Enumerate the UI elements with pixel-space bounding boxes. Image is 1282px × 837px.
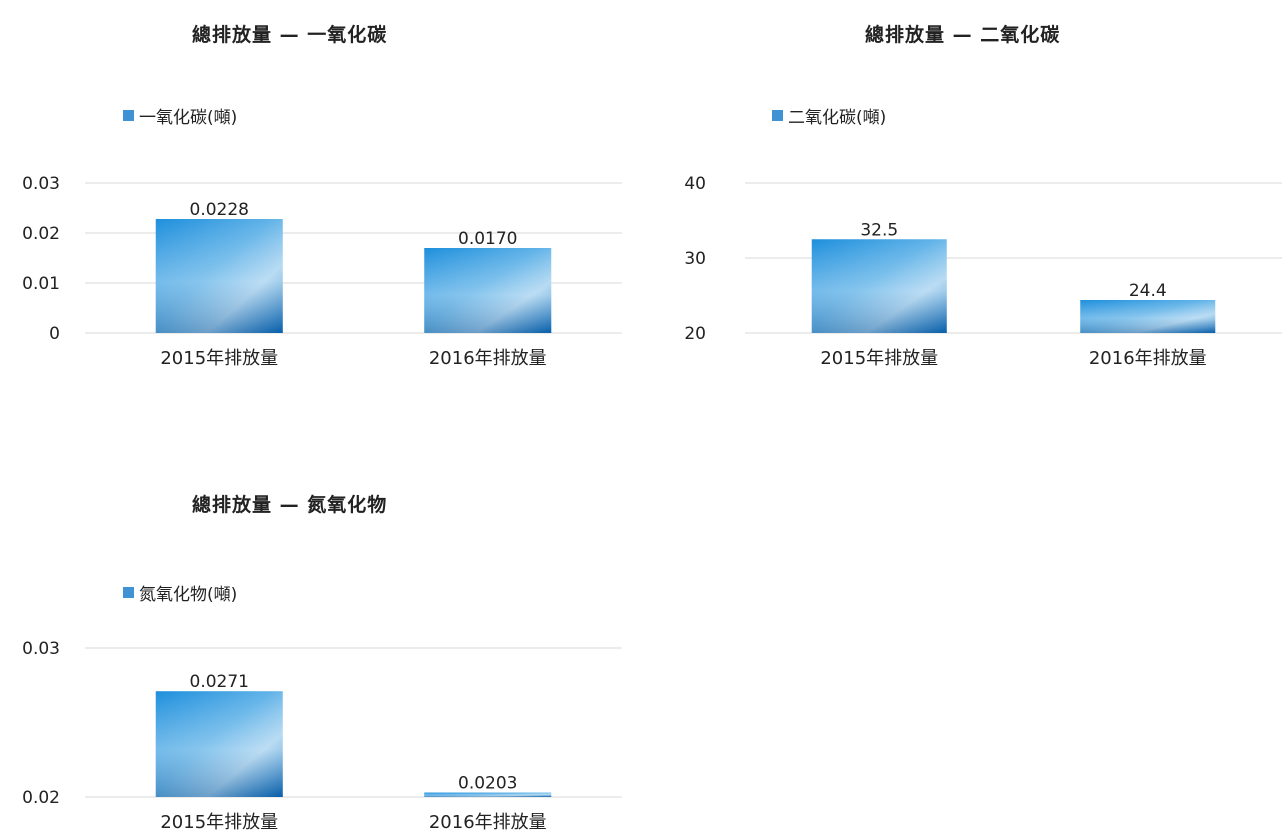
x-tick-label: 2015年排放量 — [160, 348, 278, 369]
data-label: 0.0203 — [458, 774, 517, 794]
bar-shading — [811, 239, 947, 333]
bar-shading — [1080, 300, 1216, 333]
chart-panel-nox: 總排放量 — 氮氧化物 氮氧化物(噸) 0.02 0.03 0.0271 2015年排… — [0, 470, 640, 837]
chart-panel-co: 總排放量 — 一氧化碳 一氧化碳(噸) 0 0.01 0.02 0.03 0.0228 2… — [0, 0, 640, 410]
chart-svg: 0 0.01 0.02 0.03 0.0228 2015年排放量 0.0170 2016年排放… — [22, 174, 622, 369]
data-label: 0.0228 — [190, 200, 249, 220]
legend-swatch — [772, 110, 783, 121]
chart-legend: 氮氧化物(噸) — [123, 580, 237, 605]
chart-svg: 0.02 0.03 0.0271 2015年排放量 0.0203 2016年排放量 — [22, 639, 622, 833]
legend-swatch — [123, 587, 134, 598]
chart-title: 總排放量 — 氮氧化物 — [192, 494, 388, 516]
y-tick-label: 0 — [49, 324, 60, 344]
x-tick-label: 2015年排放量 — [820, 348, 938, 369]
chart-legend: 二氧化碳(噸) — [772, 103, 886, 128]
y-tick-label: 30 — [684, 249, 706, 269]
y-tick-label: 0.03 — [22, 639, 60, 659]
chart-legend: 一氧化碳(噸) — [123, 103, 237, 128]
x-tick-label: 2016年排放量 — [429, 348, 547, 369]
legend-swatch — [123, 110, 134, 121]
y-tick-label: 40 — [684, 174, 706, 194]
legend-label: 氮氧化物(噸) — [139, 585, 238, 605]
legend-label: 一氧化碳(噸) — [139, 108, 238, 128]
data-label: 0.0170 — [458, 229, 517, 249]
bar-shading — [155, 219, 283, 333]
data-label: 24.4 — [1129, 281, 1167, 301]
legend-label: 二氧化碳(噸) — [788, 108, 887, 128]
data-label: 0.0271 — [190, 672, 249, 692]
y-tick-label: 0.02 — [22, 788, 60, 808]
y-tick-label: 20 — [684, 324, 706, 344]
chart-svg: 20 30 40 32.5 2015年排放量 24.4 2016年排放量 — [684, 174, 1282, 369]
chart-panel-co2: 總排放量 — 二氧化碳 二氧化碳(噸) 20 30 40 32.5 2015年排放量 24… — [650, 0, 1282, 410]
bar-shading — [424, 792, 552, 797]
chart-title: 總排放量 — 一氧化碳 — [192, 24, 388, 46]
chart-title: 總排放量 — 二氧化碳 — [865, 24, 1061, 46]
bar-shading — [155, 691, 283, 797]
x-tick-label: 2015年排放量 — [160, 812, 278, 833]
y-tick-label: 0.03 — [22, 174, 60, 194]
data-label: 32.5 — [860, 220, 898, 240]
y-tick-label: 0.02 — [22, 224, 60, 244]
x-tick-label: 2016年排放量 — [429, 812, 547, 833]
y-tick-label: 0.01 — [22, 274, 60, 294]
x-tick-label: 2016年排放量 — [1089, 348, 1207, 369]
bar-shading — [424, 248, 552, 333]
